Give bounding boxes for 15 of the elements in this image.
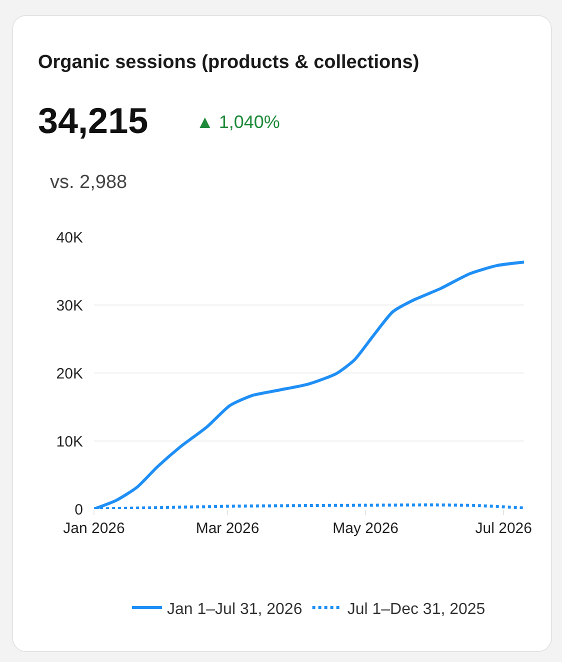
legend-label: Jul 1–Dec 31, 2025 xyxy=(347,600,486,618)
y-tick-label: 0 xyxy=(74,501,83,518)
text: 34,215 xyxy=(38,100,148,142)
y-tick-label: 20K xyxy=(56,365,83,382)
legend-label: Jan 1–Jul 31, 2026 xyxy=(167,600,302,618)
y-tick-label: 40K xyxy=(56,229,83,246)
x-tick-label: Mar 2026 xyxy=(196,520,260,537)
x-tick-label: Jan 2026 xyxy=(63,520,125,537)
chart-title: Organic sessions (products & collections) xyxy=(38,52,420,74)
text: vs. 2,988 xyxy=(50,172,128,194)
x-tick-label: Jul 2026 xyxy=(475,520,532,537)
x-tick-label: May 2026 xyxy=(332,520,399,537)
y-tick-label: 10K xyxy=(56,433,83,450)
y-tick-label: 30K xyxy=(56,297,83,314)
text: ▲ 1,040% xyxy=(196,112,280,133)
